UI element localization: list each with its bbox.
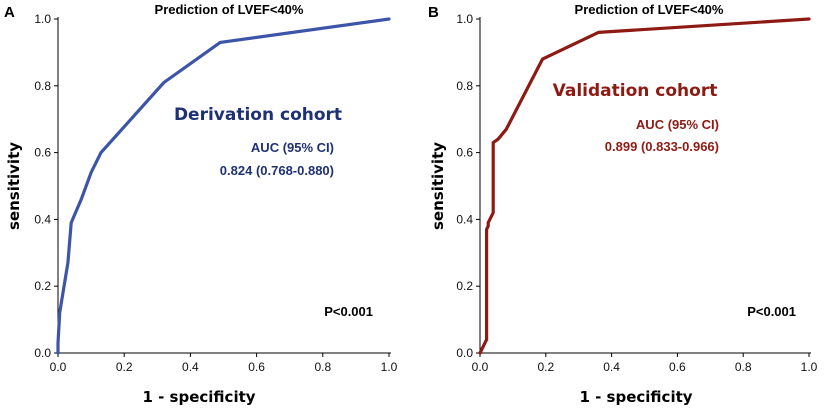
chart-title: Prediction of LVEF<40% bbox=[575, 2, 724, 17]
roc-curve bbox=[56, 17, 391, 355]
cohort-label: Derivation cohort bbox=[174, 105, 342, 125]
panel-letter: B bbox=[428, 4, 439, 21]
x-tick-label: 0.4 bbox=[182, 360, 199, 374]
x-tick-label: 0.0 bbox=[472, 360, 489, 374]
y-tick-label: 1.0 bbox=[456, 12, 473, 26]
x-tick-label: 0.6 bbox=[248, 360, 265, 374]
y-tick-label: 0.4 bbox=[34, 212, 51, 226]
roc-panel-a: 0.0 0.2 0.4 0.6 0.8 1.0 0.0 0.2 0.4 0.6 0.8 1.0 A Pre… bbox=[4, 2, 398, 406]
x-tick-label: 0.6 bbox=[669, 360, 686, 374]
auc-value: 0.899 (0.833-0.966) bbox=[605, 139, 719, 154]
auc-label: AUC (95% CI) bbox=[251, 140, 334, 155]
y-tick-label: 0.6 bbox=[34, 146, 51, 160]
y-axis-label: sensitivity bbox=[5, 142, 23, 230]
auc-value: 0.824 (0.768-0.880) bbox=[220, 163, 334, 178]
x-axis-label: 1 - specificity bbox=[142, 388, 255, 406]
auc-label: AUC (95% CI) bbox=[636, 117, 719, 132]
y-tick-label: 0.8 bbox=[456, 79, 473, 93]
x-tick-label: 0.4 bbox=[603, 360, 620, 374]
y-tick-label: 0.4 bbox=[456, 212, 473, 226]
y-tick-label: 0.2 bbox=[456, 279, 473, 293]
y-tick-label: 0.0 bbox=[34, 346, 51, 360]
x-tick-label: 1.0 bbox=[381, 360, 398, 374]
chart-title: Prediction of LVEF<40% bbox=[155, 2, 304, 17]
roc-panel-b: 0.0 0.2 0.4 0.6 0.8 1.0 0.0 0.2 0.4 0.6 0.8 1.0 B Pre… bbox=[428, 2, 818, 406]
y-tick-label: 0.0 bbox=[456, 346, 473, 360]
y-axis-label: sensitivity bbox=[429, 142, 447, 230]
y-tick-label: 0.8 bbox=[34, 79, 51, 93]
p-value-label: P<0.001 bbox=[747, 304, 796, 319]
x-tick-label: 0.2 bbox=[116, 360, 133, 374]
y-tick-label: 0.6 bbox=[456, 146, 473, 160]
x-tick-label: 0.0 bbox=[50, 360, 67, 374]
p-value-label: P<0.001 bbox=[324, 304, 373, 319]
x-tick-label: 0.8 bbox=[314, 360, 331, 374]
x-tick-label: 0.8 bbox=[735, 360, 752, 374]
panel-letter: A bbox=[4, 4, 15, 21]
roc-curve bbox=[478, 17, 811, 355]
cohort-label: Validation cohort bbox=[553, 81, 718, 101]
x-axis-label: 1 - specificity bbox=[579, 388, 692, 406]
y-tick-label: 0.2 bbox=[34, 279, 51, 293]
y-tick-label: 1.0 bbox=[34, 12, 51, 26]
x-tick-label: 1.0 bbox=[801, 360, 818, 374]
x-tick-label: 0.2 bbox=[537, 360, 554, 374]
